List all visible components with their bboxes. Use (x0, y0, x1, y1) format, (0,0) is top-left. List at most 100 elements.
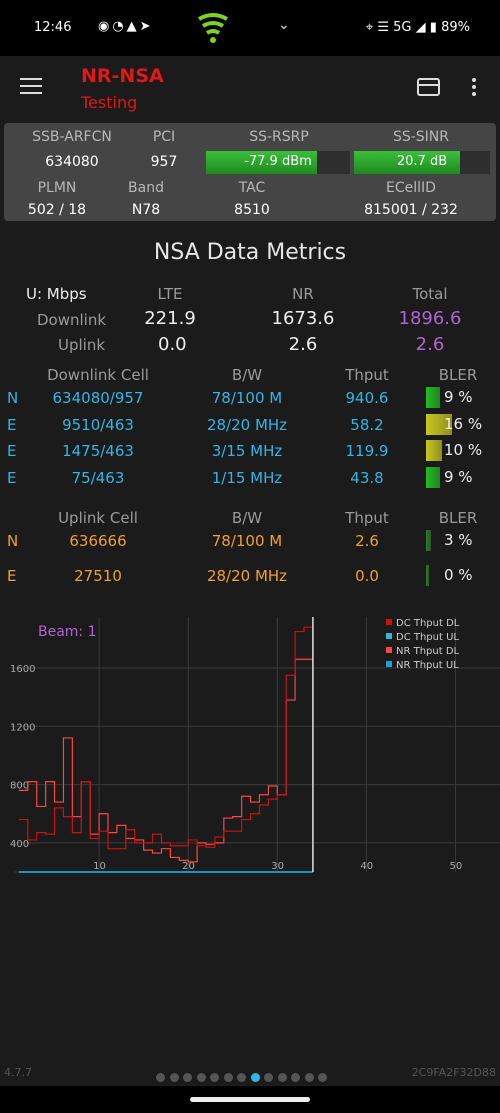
cell-bler: 10 % (426, 440, 486, 461)
page-dot[interactable] (237, 1073, 246, 1082)
page-dot[interactable] (277, 1073, 287, 1082)
more-options-icon[interactable] (472, 78, 476, 99)
status-right-cluster: ⌖ ☰ 5G ◢ ▮ 89% (366, 20, 470, 35)
ss-sinr-label: SS-SINR (392, 129, 450, 145)
cell-type: N (7, 389, 19, 407)
ss-rsrp-meter: -77.9 dBm (206, 151, 350, 174)
cell-bler-value: 0 % (444, 566, 473, 584)
downlink-nr: 1673.6 (271, 308, 335, 329)
x-tick-label: 30 (271, 861, 284, 872)
total-header: Total (412, 285, 448, 303)
cell-type: E (7, 442, 17, 460)
app-bar: NR-NSA Testing (0, 56, 500, 120)
cell-bler: 0 % (426, 565, 486, 586)
app-title: NR-NSA (81, 65, 164, 87)
cell-id: 1475/463 (62, 442, 134, 460)
page-dot[interactable] (264, 1073, 273, 1082)
cell-info-panel: SSB-ARFCN PCI SS-RSRP SS-SINR 634080 957… (4, 123, 496, 221)
cell-bandwidth: 1/15 MHz (211, 468, 283, 487)
dl-cell-header: Downlink Cell (47, 366, 149, 384)
cell-bandwidth: 78/100 M (211, 389, 283, 407)
cell-bler: 9 % (426, 387, 486, 408)
cell-throughput: 940.6 (345, 389, 389, 407)
app-subtitle: Testing (81, 93, 138, 112)
throughput-chart[interactable]: 10 20 30 40 50 400 800 1200 1600 Beam: 1 DC Thput … (0, 612, 500, 887)
cell-throughput: 2.6 (355, 532, 379, 550)
page-dot[interactable] (318, 1073, 327, 1082)
home-gesture-pill[interactable] (190, 1097, 310, 1102)
x-tick-label: 40 (360, 861, 373, 872)
cell-bler: 9 % (426, 466, 486, 488)
cell-id: 634080/957 (52, 389, 144, 407)
status-bar: 12:46 ◉◔▲➤ ⌄ ⌖ ☰ 5G ◢ ▮ 89% (0, 0, 500, 56)
page-dot[interactable] (183, 1073, 192, 1082)
cell-bandwidth: 28/20 MHz (206, 415, 288, 434)
y-tick-label: 800 (10, 781, 29, 792)
cell-bler-bar (426, 565, 429, 586)
pci-value: 957 (150, 154, 178, 170)
beam-annotation: Beam: 1 (38, 624, 97, 640)
location-icon: ⌖ (365, 20, 374, 35)
page-indicator[interactable] (156, 1067, 332, 1086)
ssb-arfcn-value: 634080 (45, 154, 99, 170)
menu-icon[interactable] (20, 78, 42, 96)
legend-swatch (386, 661, 392, 667)
network-type: 5G (393, 20, 412, 35)
ul-cell-header: Uplink Cell (58, 509, 138, 527)
plmn-label: PLMN (37, 180, 77, 196)
x-tick-label: 20 (182, 861, 195, 872)
page-dot[interactable] (304, 1073, 314, 1082)
pci-label: PCI (152, 129, 176, 145)
ecellid-label: ECellID (386, 180, 436, 196)
cell-type: E (7, 567, 17, 585)
cell-bler-bar (426, 413, 452, 435)
cell-bandwidth: 28/20 MHz (206, 567, 288, 585)
card-icon[interactable] (417, 78, 440, 96)
page-dot[interactable] (169, 1073, 179, 1082)
app-version: 4.7.7 (4, 1066, 32, 1079)
status-time: 12:46 (34, 20, 72, 35)
cell-type: E (7, 415, 17, 434)
cell-type: N (7, 532, 19, 550)
plmn-value: 502 / 18 (27, 202, 87, 218)
cell-bler-bar (426, 466, 441, 488)
app-wifi-logo-icon (198, 13, 228, 43)
series-line (18, 626, 313, 850)
status-notification-icons: ◉◔▲➤ (98, 19, 154, 34)
cell-bler-value: 9 % (444, 467, 473, 486)
page-dot[interactable] (291, 1073, 300, 1082)
legend-swatch (386, 633, 392, 639)
page-dot[interactable] (196, 1073, 206, 1082)
page-dot[interactable] (250, 1073, 260, 1082)
page-dot[interactable] (223, 1073, 233, 1082)
page-dot[interactable] (156, 1073, 165, 1082)
signal-icon: ◢ (415, 20, 426, 35)
x-tick-label: 50 (449, 861, 462, 872)
cell-bler-value: 3 % (444, 531, 473, 549)
ss-sinr-meter: 20.7 dB (354, 151, 490, 174)
ss-rsrp-label: SS-RSRP (249, 129, 309, 145)
legend-label: NR Thput DL (396, 646, 460, 657)
dl-bler-header: BLER (438, 366, 478, 384)
cell-id: 636666 (69, 532, 127, 550)
cell-bler-bar (426, 530, 431, 551)
battery-level: 89% (441, 20, 470, 35)
page-dot[interactable] (210, 1073, 219, 1082)
downlink-total: 1896.6 (398, 308, 462, 329)
cell-throughput: 43.8 (350, 468, 384, 487)
ss-sinr-meter-fill (354, 151, 461, 174)
cell-bler-value: 16 % (444, 414, 483, 433)
tac-value: 8510 (234, 202, 270, 218)
cell-id: 27510 (74, 567, 122, 585)
chevron-down-icon[interactable]: ⌄ (278, 17, 290, 33)
dl-thput-header: Thput (345, 366, 389, 384)
legend-label: DC Thput UL (396, 632, 459, 643)
cell-throughput: 0.0 (355, 567, 379, 585)
legend-swatch (386, 647, 392, 653)
unit-label: U: Mbps (26, 285, 87, 303)
uplink-lte: 0.0 (158, 334, 187, 355)
legend-label: DC Thput DL (396, 618, 460, 629)
cell-bler-value: 9 % (444, 388, 473, 406)
cell-bler-value: 10 % (444, 441, 483, 459)
cell-bler-bar (426, 387, 441, 408)
